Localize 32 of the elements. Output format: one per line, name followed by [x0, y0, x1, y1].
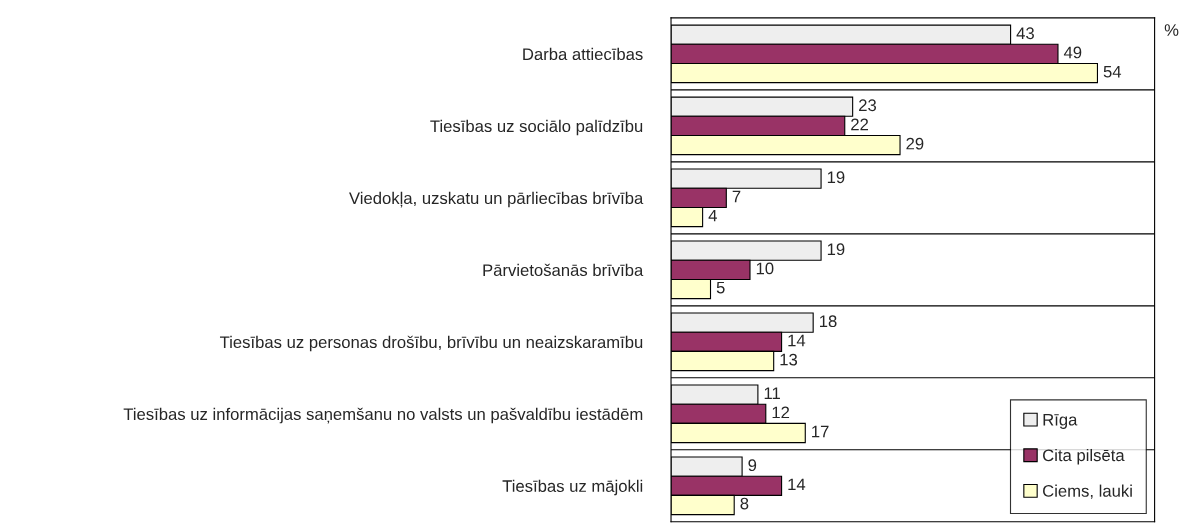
legend-label: Ciems, lauki — [1043, 484, 1132, 499]
y-tick-label: Tiesības uz personas drošību, brīvību un neaizskaramību — [219, 335, 643, 352]
y-tick-label: Darba attiecības — [523, 47, 643, 61]
text: % — [1164, 24, 1179, 36]
y-tick-label: Viedokļa, uzskatu un pārliecības brīvība — [349, 191, 644, 208]
y-tick-label: Tiesības uz sociālo palīdzību — [430, 119, 643, 136]
data-label: 17 — [812, 425, 829, 438]
data-label: 13 — [780, 353, 798, 366]
data-label: 23 — [859, 99, 877, 112]
y-tick-label: Pārvietošanās brīvība — [483, 263, 644, 277]
data-label: 19 — [827, 171, 845, 184]
data-label: 18 — [820, 315, 837, 328]
data-label: 9 — [748, 459, 757, 472]
data-label: 7 — [732, 190, 741, 203]
data-label: 14 — [788, 478, 806, 491]
data-label: 22 — [851, 118, 869, 131]
y-tick-label: Tiesības uz mājokli — [502, 479, 643, 496]
data-label: 12 — [772, 406, 790, 419]
data-label: 10 — [756, 262, 774, 275]
legend-label: Cita pilsēta — [1043, 448, 1125, 465]
data-label: 29 — [906, 137, 924, 150]
data-label: 49 — [1063, 46, 1082, 59]
data-label: 8 — [740, 497, 749, 510]
data-label: 43 — [1016, 27, 1034, 40]
legend-label: Rīga — [1043, 413, 1078, 429]
y-tick-label: Tiesības uz informācijas saņemšanu no valsts un pašvaldību iestādēm — [123, 407, 643, 424]
data-label: 5 — [716, 281, 725, 294]
data-label: 4 — [708, 209, 717, 222]
data-label: 14 — [788, 334, 806, 347]
data-label: 11 — [764, 387, 780, 399]
data-label: 19 — [827, 243, 845, 256]
data-label: 54 — [1103, 65, 1122, 78]
